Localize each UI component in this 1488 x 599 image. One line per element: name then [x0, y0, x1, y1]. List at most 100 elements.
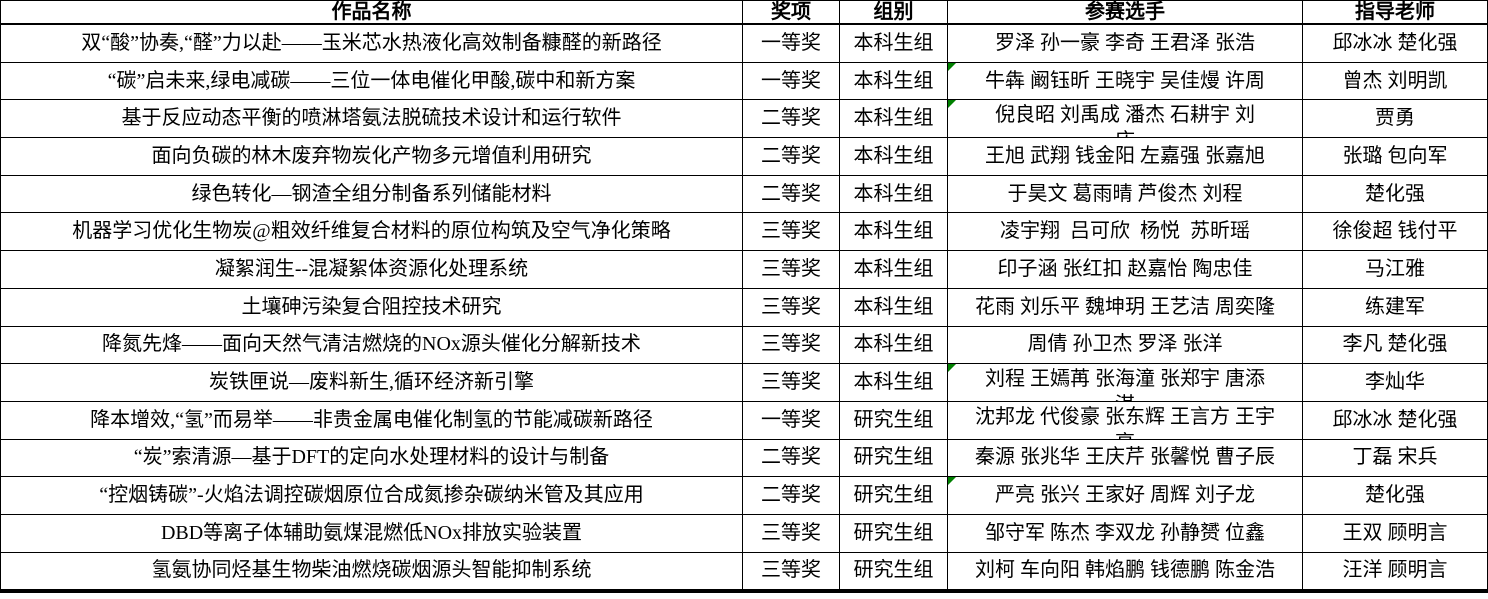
work-title-cell[interactable]: 绿色转化—钢渣全组分制备系列储能材料	[1, 175, 743, 214]
group-cell[interactable]: 研究生组	[840, 401, 948, 440]
contestants-lines: 刘柯 车向阳 韩焰鹏 钱德鹏 陈金浩	[948, 559, 1302, 582]
work-title-cell[interactable]: 双“酸”协奏,“醛”力以赴——玉米芯水热液化高效制备糠醛的新路径	[1, 25, 743, 63]
teachers-cell[interactable]: 徐俊超 钱付平	[1303, 213, 1487, 252]
award-cell[interactable]: 三等奖	[743, 213, 840, 252]
contestants-cell[interactable]: 刘柯 车向阳 韩焰鹏 钱德鹏 陈金浩	[948, 552, 1303, 591]
award-cell[interactable]: 二等奖	[743, 439, 840, 478]
group-cell[interactable]: 本科生组	[840, 213, 948, 252]
award-value: 三等奖	[761, 371, 821, 394]
contestants-cell[interactable]: 沈邦龙 代俊豪 张东辉 王言方 王宇亮	[948, 401, 1303, 440]
teachers-cell[interactable]: 张璐 包向军	[1303, 138, 1487, 176]
teachers-cell[interactable]: 楚化强	[1303, 176, 1487, 214]
group-cell[interactable]: 本科生组	[840, 326, 948, 365]
contestants-cell[interactable]: 刘程 王嫣苒 张海潼 张郑宇 唐添淇	[948, 364, 1303, 402]
contestants-cell[interactable]: 印子涵 张红扣 赵嘉怡 陶忠佳	[948, 251, 1303, 289]
teachers-cell[interactable]: 练建军	[1303, 289, 1487, 327]
teachers-cell[interactable]: 邱冰冰 楚化强	[1303, 402, 1487, 440]
award-cell[interactable]: 三等奖	[743, 288, 840, 327]
contestants-lines: 罗泽 孙一豪 李奇 王君泽 张浩	[948, 32, 1302, 55]
header-group[interactable]: 组别	[840, 1, 948, 25]
contestants-cell[interactable]: 秦源 张兆华 王庆芹 张馨悦 曹子辰	[948, 439, 1303, 478]
contestants-cell[interactable]: 周倩 孙卫杰 罗泽 张洋	[948, 326, 1303, 365]
teachers-cell[interactable]: 王双 顾明言	[1303, 515, 1487, 553]
work-title: 机器学习优化生物炭@粗效纤维复合材料的原位构筑及空气净化策略	[72, 220, 671, 243]
contestants-line: 刘柯 车向阳 韩焰鹏 钱德鹏 陈金浩	[975, 559, 1275, 582]
group-cell[interactable]: 本科生组	[840, 25, 948, 63]
award-cell[interactable]: 三等奖	[743, 251, 840, 289]
contestants-cell[interactable]: 牛犇 阚钰昕 王晓宇 吴佳熳 许周	[948, 62, 1303, 101]
group-cell[interactable]: 本科生组	[840, 175, 948, 214]
work-title-cell[interactable]: 基于反应动态平衡的喷淋塔氨法脱硫技术设计和运行软件	[1, 100, 743, 139]
work-title: DBD等离子体辅助氨煤混燃低NOx排放实验装置	[160, 521, 583, 544]
contestants-cell[interactable]: 严亮 张兴 王家好 周辉 刘子龙	[948, 477, 1303, 515]
group-cell[interactable]: 研究生组	[840, 439, 948, 478]
award-cell[interactable]: 二等奖	[743, 100, 840, 139]
teachers-cell[interactable]: 楚化强	[1303, 477, 1487, 515]
contestants-cell[interactable]: 于昊文 葛雨晴 芦俊杰 刘程	[948, 175, 1303, 214]
teachers-cell[interactable]: 马江雅	[1303, 251, 1487, 289]
header-teachers[interactable]: 指导老师	[1303, 1, 1487, 25]
contestants-cell[interactable]: 花雨 刘乐平 魏坤玥 王艺洁 周奕隆	[948, 288, 1303, 327]
teachers-value: 张璐 包向军	[1342, 144, 1448, 167]
award-cell[interactable]: 一等奖	[743, 62, 840, 101]
award-cell[interactable]: 三等奖	[743, 326, 840, 365]
work-title-cell[interactable]: 面向负碳的林木废弃物炭化产物多元增值利用研究	[1, 138, 743, 176]
contestants-cell[interactable]: 凌宇翔 吕可欣 杨悦 苏昕瑶	[948, 213, 1303, 252]
work-title-cell[interactable]: 机器学习优化生物炭@粗效纤维复合材料的原位构筑及空气净化策略	[1, 213, 743, 252]
group-value: 研究生组	[853, 559, 934, 582]
award-cell[interactable]: 二等奖	[743, 138, 840, 176]
work-title: 炭铁匣说—废料新生,循环经济新引擎	[209, 371, 534, 394]
header-award[interactable]: 奖项	[743, 1, 840, 25]
group-cell[interactable]: 本科生组	[840, 62, 948, 101]
award-cell[interactable]: 二等奖	[743, 477, 840, 515]
contestants-line: 秦源 张兆华 王庆芹 张馨悦 曹子辰	[975, 446, 1275, 469]
teachers-cell[interactable]: 丁磊 宋兵	[1303, 440, 1487, 478]
teachers-cell[interactable]: 邱冰冰 楚化强	[1303, 25, 1487, 63]
group-cell[interactable]: 本科生组	[840, 288, 948, 327]
contestants-line: 刘程 王嫣苒 张海潼 张郑宇 唐添	[985, 368, 1265, 391]
teachers-cell[interactable]: 贾勇	[1303, 100, 1487, 139]
teachers-cell[interactable]: 李凡 楚化强	[1303, 327, 1487, 365]
award-cell[interactable]: 一等奖	[743, 25, 840, 63]
work-title-cell[interactable]: DBD等离子体辅助氨煤混燃低NOx排放实验装置	[1, 514, 743, 553]
teachers-cell[interactable]: 李灿华	[1303, 364, 1487, 402]
work-title-cell[interactable]: “控烟铸碳”-火焰法调控碳烟原位合成氮掺杂碳纳米管及其应用	[1, 477, 743, 515]
work-title: 降本增效,“氢”而易举——非贵金属电催化制氢的节能减碳新路径	[90, 408, 653, 431]
table-row: 凝絮润生--混凝絮体资源化处理系统 三等奖 本科生组 印子涵 张红扣 赵嘉怡 陶…	[1, 251, 1487, 289]
work-title: “控烟铸碳”-火焰法调控碳烟原位合成氮掺杂碳纳米管及其应用	[99, 484, 644, 507]
teachers-cell[interactable]: 曾杰 刘明凯	[1303, 63, 1487, 101]
group-cell[interactable]: 本科生组	[840, 100, 948, 139]
group-cell[interactable]: 本科生组	[840, 251, 948, 289]
contestants-line: 印子涵 张红扣 赵嘉怡 陶忠佳	[997, 257, 1253, 280]
work-title-cell[interactable]: 炭铁匣说—废料新生,循环经济新引擎	[1, 364, 743, 402]
award-cell[interactable]: 三等奖	[743, 552, 840, 591]
contestants-cell[interactable]: 王旭 武翔 钱金阳 左嘉强 张嘉旭	[948, 138, 1303, 176]
contestants-cell[interactable]: 罗泽 孙一豪 李奇 王君泽 张浩	[948, 25, 1303, 63]
table-row: 土壤砷污染复合阻控技术研究 三等奖 本科生组 花雨 刘乐平 魏坤玥 王艺洁 周奕…	[1, 288, 1487, 327]
group-cell[interactable]: 研究生组	[840, 552, 948, 591]
teachers-cell[interactable]: 汪洋 顾明言	[1303, 553, 1487, 591]
contestants-cell[interactable]: 邹守军 陈杰 李双龙 孙静赟 位鑫	[948, 514, 1303, 553]
work-title-cell[interactable]: “炭”索清源—基于DFT的定向水处理材料的设计与制备	[1, 439, 743, 478]
work-title-cell[interactable]: 凝絮润生--混凝絮体资源化处理系统	[1, 251, 743, 289]
contestants-cell[interactable]: 倪良昭 刘禹成 潘杰 石耕宇 刘庆	[948, 100, 1303, 139]
group-value: 研究生组	[853, 484, 934, 507]
table-body: 双“酸”协奏,“醛”力以赴——玉米芯水热液化高效制备糠醛的新路径 一等奖 本科生…	[1, 25, 1487, 591]
award-cell[interactable]: 三等奖	[743, 364, 840, 402]
group-cell[interactable]: 研究生组	[840, 514, 948, 553]
award-cell[interactable]: 三等奖	[743, 514, 840, 553]
group-value: 本科生组	[853, 220, 934, 243]
contestants-lines: 牛犇 阚钰昕 王晓宇 吴佳熳 许周	[948, 70, 1302, 93]
work-title-cell[interactable]: 降氮先烽——面向天然气清洁燃烧的NOx源头催化分解新技术	[1, 326, 743, 365]
group-cell[interactable]: 研究生组	[840, 477, 948, 515]
work-title-cell[interactable]: 氢氨协同烃基生物柴油燃烧碳烟源头智能抑制系统	[1, 552, 743, 591]
award-cell[interactable]: 一等奖	[743, 401, 840, 440]
work-title-cell[interactable]: 降本增效,“氢”而易举——非贵金属电催化制氢的节能减碳新路径	[1, 401, 743, 440]
work-title-cell[interactable]: “碳”启未来,绿电减碳——三位一体电催化甲酸,碳中和新方案	[1, 62, 743, 101]
group-cell[interactable]: 本科生组	[840, 138, 948, 176]
group-cell[interactable]: 本科生组	[840, 364, 948, 402]
header-work-title[interactable]: 作品名称	[1, 1, 743, 25]
header-contestants[interactable]: 参赛选手	[948, 1, 1303, 25]
work-title-cell[interactable]: 土壤砷污染复合阻控技术研究	[1, 288, 743, 327]
award-cell[interactable]: 二等奖	[743, 175, 840, 214]
